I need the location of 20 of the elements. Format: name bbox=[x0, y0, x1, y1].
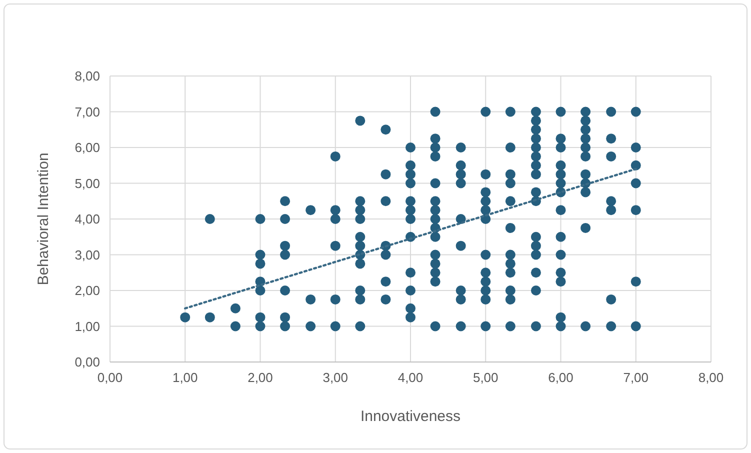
y-tick-label: 8,00 bbox=[74, 68, 100, 84]
x-tick-label: 4,00 bbox=[398, 370, 424, 385]
y-tick-label: 3,00 bbox=[74, 247, 100, 262]
y-tick-label: 1,00 bbox=[74, 318, 100, 334]
x-axis-title: Innovativeness bbox=[360, 408, 461, 425]
y-tick-label: 0,00 bbox=[74, 354, 100, 370]
x-tick-label: 3,00 bbox=[322, 370, 348, 385]
y-axis-title: Behavioral Intention bbox=[35, 152, 52, 286]
y-tick-label: 7,00 bbox=[74, 104, 100, 120]
x-tick-label: 0,00 bbox=[97, 370, 123, 385]
y-tick-label: 2,00 bbox=[74, 283, 100, 298]
y-tick-label: 6,00 bbox=[74, 140, 100, 155]
x-tick-label: 2,00 bbox=[248, 370, 273, 385]
y-tick-label: 5,00 bbox=[74, 176, 100, 191]
x-tick-label: 8,00 bbox=[698, 370, 724, 385]
x-tick-label: 7,00 bbox=[623, 370, 649, 385]
x-tick-label: 5,00 bbox=[472, 370, 498, 385]
x-tick-label: 6,00 bbox=[548, 370, 574, 385]
x-tick-label: 1,00 bbox=[172, 370, 198, 385]
y-tick-label: 4,00 bbox=[74, 212, 100, 226]
